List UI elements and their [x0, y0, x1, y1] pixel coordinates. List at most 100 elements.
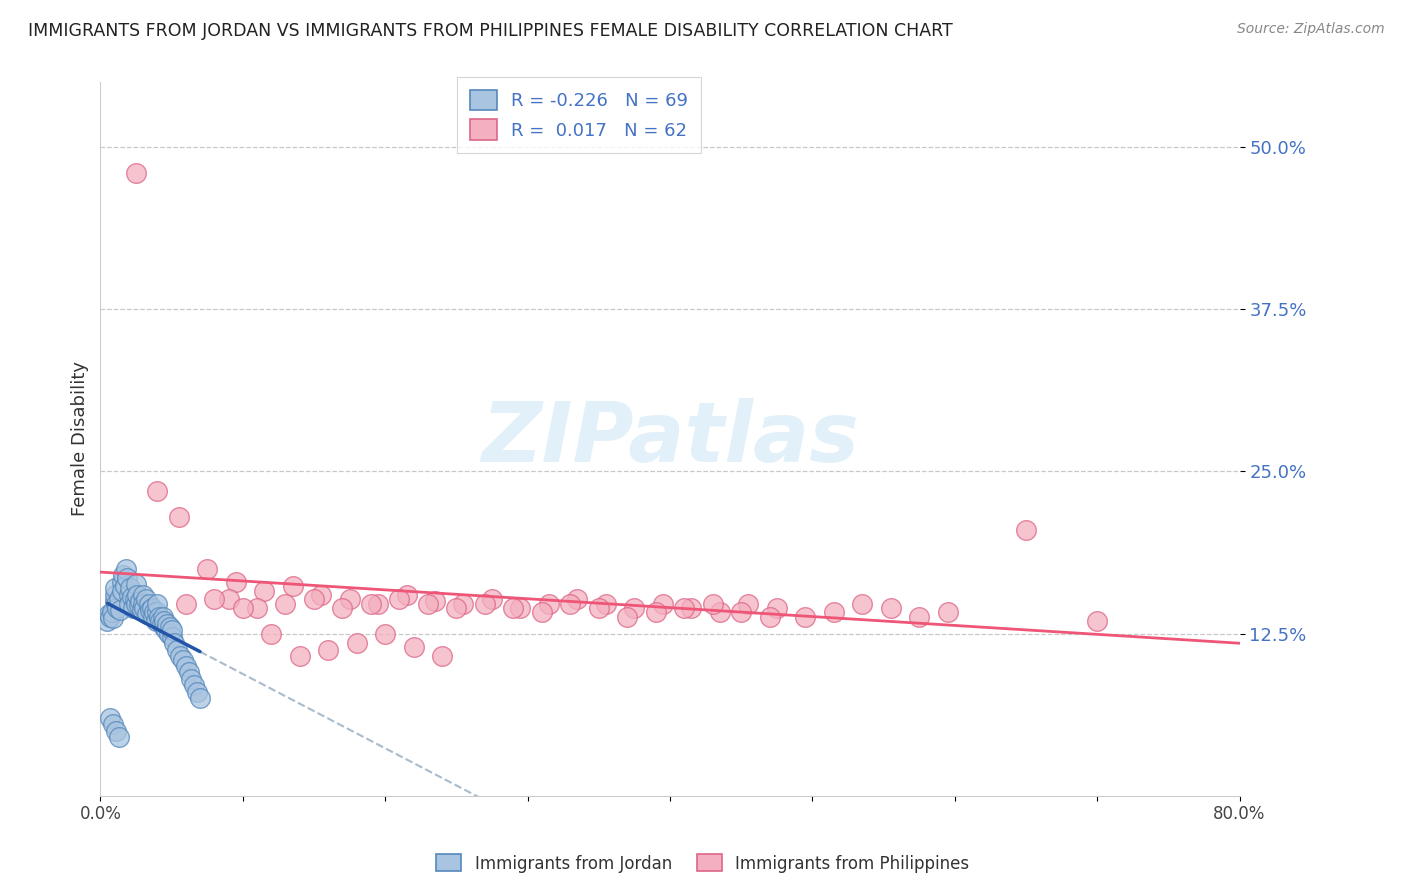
Point: [225, 574, 247, 589]
Point: [183, 678, 205, 692]
Point: [153, 614, 176, 628]
Text: Source: ZipAtlas.com: Source: ZipAtlas.com: [1237, 22, 1385, 37]
Text: IMMIGRANTS FROM JORDAN VS IMMIGRANTS FROM PHILIPPINES FEMALE DISABILITY CORRELAT: IMMIGRANTS FROM JORDAN VS IMMIGRANTS FRO…: [28, 22, 953, 40]
Text: ZIPatlas: ZIPatlas: [481, 399, 859, 480]
Legend: Immigrants from Jordan, Immigrants from Philippines: Immigrants from Jordan, Immigrants from …: [430, 847, 976, 880]
Point: [567, 591, 589, 606]
Point: [141, 600, 163, 615]
Point: [360, 597, 382, 611]
Point: [105, 597, 128, 611]
Point: [124, 591, 146, 606]
Point: [100, 605, 122, 619]
Point: [232, 600, 254, 615]
Point: [709, 605, 731, 619]
Point: [166, 643, 188, 657]
Point: [453, 597, 475, 611]
Point: [616, 609, 638, 624]
Point: [118, 588, 141, 602]
Point: [153, 620, 176, 634]
Point: [302, 591, 325, 606]
Point: [104, 594, 127, 608]
Point: [129, 594, 152, 608]
Point: [502, 600, 524, 615]
Point: [163, 635, 186, 649]
Point: [651, 597, 673, 611]
Point: [120, 581, 142, 595]
Point: [186, 685, 208, 699]
Point: [530, 605, 553, 619]
Point: [416, 597, 439, 611]
Point: [623, 600, 645, 615]
Point: [316, 643, 339, 657]
Point: [474, 597, 496, 611]
Point: [111, 574, 134, 589]
Point: [332, 600, 354, 615]
Point: [108, 731, 131, 745]
Point: [111, 583, 134, 598]
Point: [98, 711, 121, 725]
Point: [110, 603, 132, 617]
Point: [481, 591, 503, 606]
Point: [202, 591, 225, 606]
Point: [246, 600, 269, 615]
Legend: R = -0.226   N = 69, R =  0.017   N = 62: R = -0.226 N = 69, R = 0.017 N = 62: [457, 77, 700, 153]
Point: [218, 591, 240, 606]
Point: [118, 597, 141, 611]
Point: [138, 597, 160, 611]
Point: [758, 609, 780, 624]
Point: [794, 609, 817, 624]
Point: [851, 597, 873, 611]
Point: [177, 665, 200, 680]
Point: [560, 597, 582, 611]
Point: [388, 591, 411, 606]
Point: [737, 597, 759, 611]
Point: [823, 605, 845, 619]
Point: [108, 591, 131, 606]
Point: [423, 594, 446, 608]
Point: [146, 605, 169, 619]
Point: [101, 717, 124, 731]
Point: [673, 600, 696, 615]
Point: [104, 581, 127, 595]
Point: [309, 588, 332, 602]
Point: [644, 605, 666, 619]
Point: [446, 600, 468, 615]
Point: [595, 597, 617, 611]
Point: [131, 603, 153, 617]
Point: [765, 600, 787, 615]
Point: [702, 597, 724, 611]
Point: [169, 648, 191, 663]
Point: [157, 626, 180, 640]
Point: [188, 691, 211, 706]
Point: [97, 607, 120, 621]
Point: [98, 609, 121, 624]
Point: [96, 614, 118, 628]
Point: [195, 562, 218, 576]
Point: [167, 509, 190, 524]
Point: [132, 588, 155, 602]
Point: [125, 577, 148, 591]
Point: [127, 588, 149, 602]
Point: [1015, 523, 1038, 537]
Point: [402, 640, 425, 654]
Point: [346, 635, 368, 649]
Point: [146, 597, 169, 611]
Point: [125, 597, 148, 611]
Point: [537, 597, 560, 611]
Point: [395, 588, 418, 602]
Point: [146, 483, 169, 498]
Point: [149, 614, 172, 628]
Point: [588, 600, 610, 615]
Point: [105, 723, 128, 738]
Y-axis label: Female Disability: Female Disability: [72, 361, 89, 516]
Point: [112, 568, 135, 582]
Point: [136, 607, 159, 621]
Point: [156, 617, 179, 632]
Point: [174, 659, 197, 673]
Point: [253, 583, 276, 598]
Point: [879, 600, 901, 615]
Point: [101, 611, 124, 625]
Point: [908, 609, 931, 624]
Point: [121, 591, 143, 605]
Point: [142, 609, 165, 624]
